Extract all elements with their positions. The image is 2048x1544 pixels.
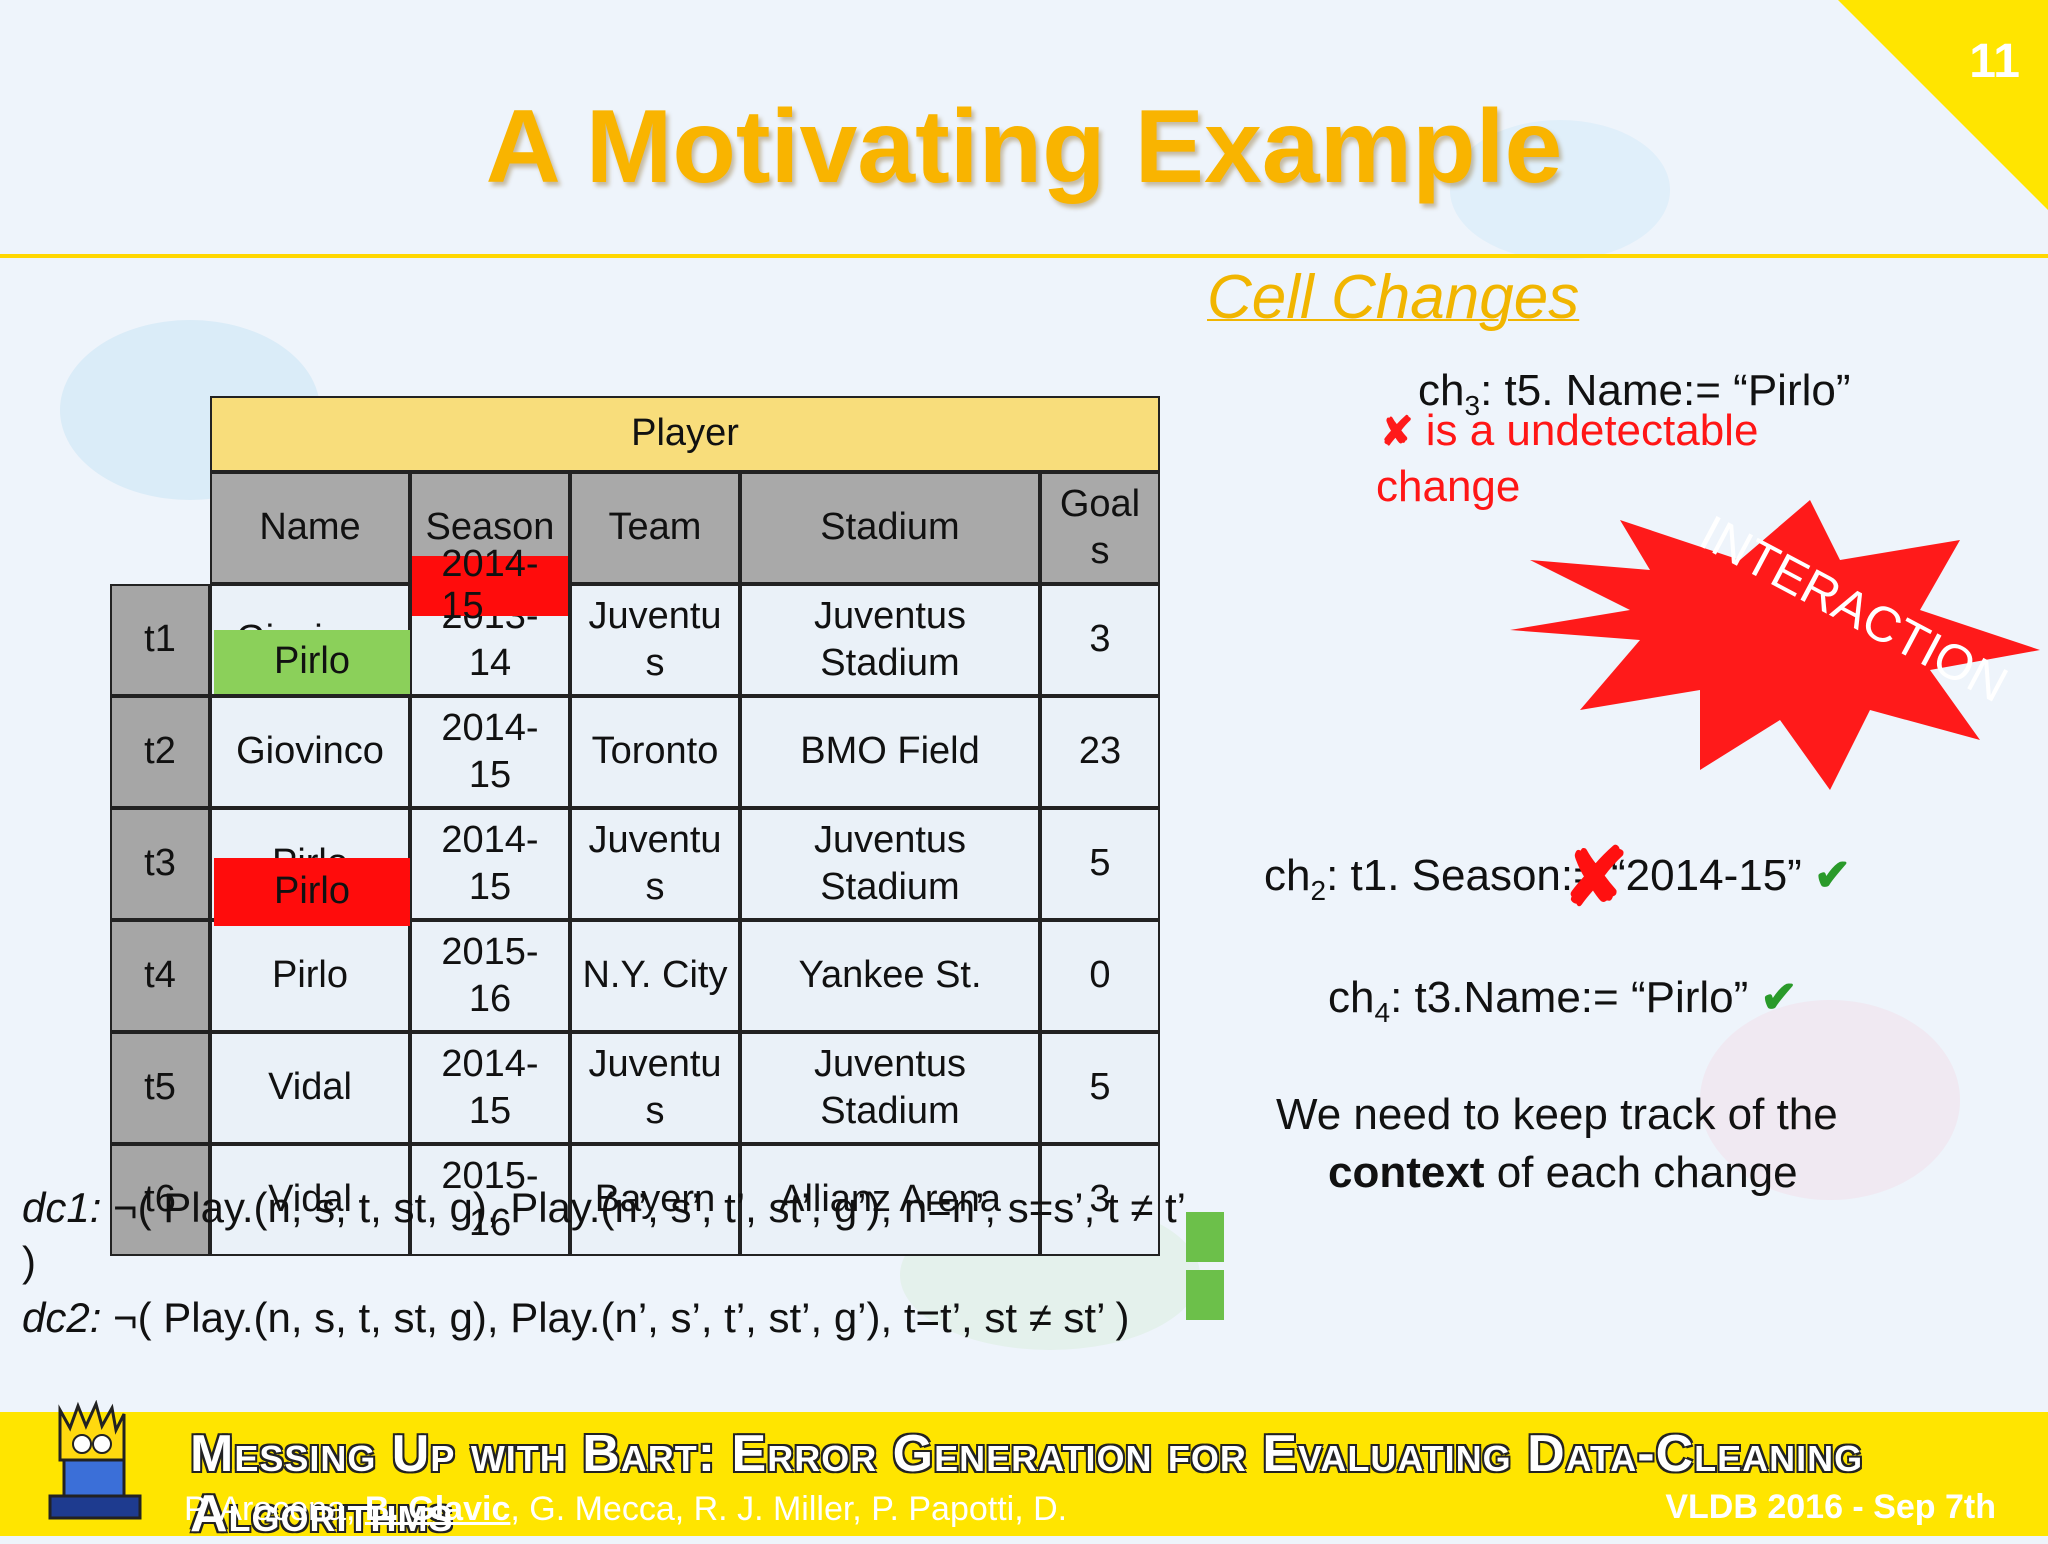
authors-before: P. Arocena, <box>184 1490 365 1528</box>
dc1-label: dc1: <box>22 1184 102 1231</box>
table-cell: Vidal <box>210 1032 410 1144</box>
ch4-text: : t3.Name:= “Pirlo” <box>1390 973 1749 1022</box>
changed-cell-t1-name: Pirlo <box>214 630 410 694</box>
table-header: Name <box>210 472 410 584</box>
table-cell: 2014- 15 <box>410 696 570 808</box>
table-cell: 23 <box>1040 696 1160 808</box>
table-cell: 2015- 16 <box>410 1144 570 1256</box>
change-ch3: ch3: t5. Name:= “Pirlo” <box>1418 366 1851 422</box>
ch4-prefix: ch <box>1328 973 1375 1022</box>
ch3-subscript: 3 <box>1464 389 1481 421</box>
table-cell: 5 <box>1040 808 1160 920</box>
ch3-note: ✘ is a undetectable <box>1380 406 1758 456</box>
change-ch2: ch2: t1. Season:= “2014-15” ✔ <box>1264 850 1851 907</box>
table-cell: 2015- 16 <box>410 920 570 1032</box>
ch3-note-line2: change <box>1376 462 1521 511</box>
ch3-note-line1: is a undetectable <box>1413 406 1759 455</box>
table-header: Goal s <box>1040 472 1160 584</box>
context-line1: We need to keep track of the <box>1276 1090 1838 1139</box>
green-marker <box>1186 1270 1224 1320</box>
ch3-prefix: ch <box>1418 366 1465 415</box>
dc2-body: ¬( Play.(n, s, t, st, g), Play.(n’, s’, … <box>101 1294 1130 1341</box>
table-cell: Yankee St. <box>740 920 1040 1032</box>
table-cell: Toronto <box>570 696 740 808</box>
table-cell: Vidal <box>210 1144 410 1256</box>
dc1-body: ¬( Play.(n, s, t, st, g), Play.(n’, s’, … <box>101 1184 1187 1231</box>
table-caption: Player <box>210 396 1160 472</box>
table-cell: Bayern <box>570 1144 740 1256</box>
context-bold: context <box>1328 1148 1485 1197</box>
dc1-close: ) <box>22 1238 36 1285</box>
authors-after: , G. Mecca, R. J. Miller, P. Papotti, D. <box>510 1490 1068 1528</box>
ch2-text: : t1. Season:= “2014-15” <box>1326 851 1802 900</box>
table-cell: N.Y. City <box>570 920 740 1032</box>
interaction-burst: INTERACTION <box>1510 500 2040 790</box>
ch2-prefix: ch <box>1264 851 1311 900</box>
footer-bar: Messing Up with Bart: Error Generation f… <box>0 1412 2048 1543</box>
row-id: t3 <box>110 808 210 920</box>
table-header: Team <box>570 472 740 584</box>
page-number: 11 <box>1969 35 2020 88</box>
table-cell: Juventus Stadium <box>740 1032 1040 1144</box>
cross-icon: ✘ <box>1380 410 1414 454</box>
title-divider <box>0 254 2048 258</box>
table-cell: Juventu s <box>570 808 740 920</box>
cross-overmark-icon: ✘ <box>1562 833 1630 922</box>
constraint-dc1: dc1: ¬( Play.(n, s, t, st, g), Play.(n’,… <box>22 1184 1186 1232</box>
context-rest: of each change <box>1484 1148 1798 1197</box>
ch3-text: : t5. Name:= “Pirlo” <box>1480 366 1851 415</box>
row-id: t5 <box>110 1032 210 1144</box>
table-cell: Juventus Stadium <box>740 584 1040 696</box>
table-cell: Juventu s <box>570 584 740 696</box>
dc2-label: dc2: <box>22 1294 102 1341</box>
table-cell: Allianz Arena <box>740 1144 1040 1256</box>
ch4-subscript: 4 <box>1374 996 1391 1028</box>
background-splash <box>1700 1000 1960 1200</box>
background-splash <box>1450 120 1670 260</box>
context-line2: context of each change <box>1328 1148 1798 1198</box>
burst-shape <box>1510 500 2040 790</box>
table-cell: Giovinco <box>210 696 410 808</box>
constraint-dc2: dc2: ¬( Play.(n, s, t, st, g), Play.(n’,… <box>22 1294 1130 1342</box>
row-id: t2 <box>110 696 210 808</box>
table-cell: 0 <box>1040 920 1160 1032</box>
table-cell: 2014- 15 <box>410 808 570 920</box>
row-id: t6 <box>110 1144 210 1256</box>
table-header: Stadium <box>740 472 1040 584</box>
bart-logo-icon <box>48 1400 142 1520</box>
ch2-subscript: 2 <box>1310 874 1327 906</box>
authors-highlight: B. Glavic <box>364 1490 511 1528</box>
table-cell: Juventu s <box>570 1032 740 1144</box>
table-cell: Juventus Stadium <box>740 808 1040 920</box>
table-cell: 2014- 15 <box>410 1032 570 1144</box>
table-cell: BMO Field <box>740 696 1040 808</box>
green-marker <box>1186 1212 1224 1262</box>
footer-authors: P. Arocena, B. Glavic, G. Mecca, R. J. M… <box>184 1490 1067 1529</box>
footer-title: Messing Up with Bart: Error Generation f… <box>190 1425 1864 1543</box>
changed-cell-t3-name: Pirlo <box>214 858 410 926</box>
slide-title: A Motivating Example <box>485 89 1563 205</box>
check-icon: ✔ <box>1760 973 1798 1022</box>
changed-cell-t1-season: 2014- 15 <box>412 543 568 627</box>
table-cell: 5 <box>1040 1032 1160 1144</box>
row-id: t1 <box>110 584 210 696</box>
table-cell: 3 <box>1040 584 1160 696</box>
cell-changes-heading: Cell Changes <box>1207 263 1580 332</box>
change-ch4: ch4: t3.Name:= “Pirlo” ✔ <box>1328 972 1797 1029</box>
table-cell: 3 <box>1040 1144 1160 1256</box>
check-icon: ✔ <box>1814 851 1851 900</box>
footer-venue: VLDB 2016 - Sep 7th <box>1665 1488 1996 1526</box>
row-id: t4 <box>110 920 210 1032</box>
page-corner <box>1838 0 2048 210</box>
table-cell: Pirlo <box>210 920 410 1032</box>
